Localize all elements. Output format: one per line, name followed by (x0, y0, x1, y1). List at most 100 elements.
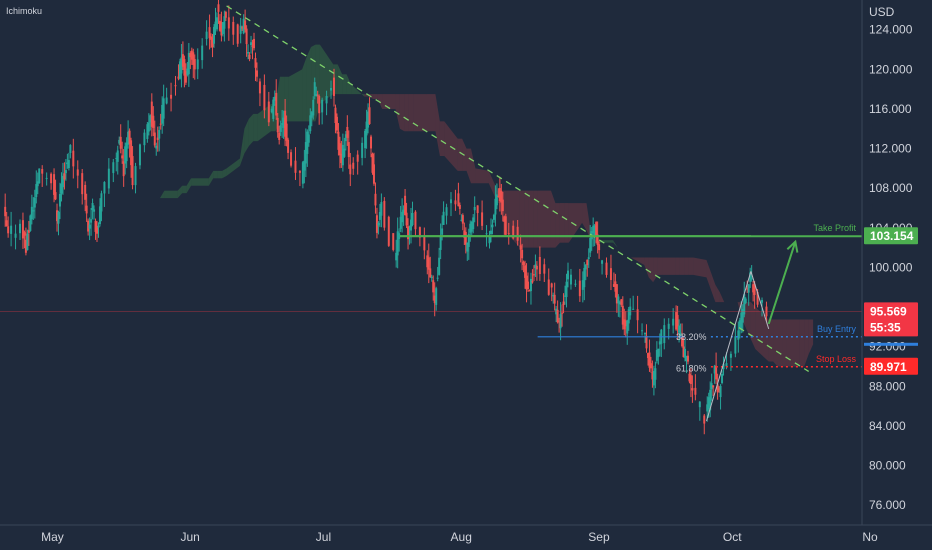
candle (352, 157, 355, 175)
cloud-segment (404, 94, 409, 132)
candle (620, 298, 623, 307)
candle (5, 211, 8, 227)
candles (4, 0, 768, 435)
candle (612, 272, 615, 287)
candle (30, 194, 33, 225)
candle (174, 75, 177, 96)
price-badges: 103.154 95.569 55:35 89.971 (864, 227, 918, 375)
candle (316, 90, 319, 104)
candle (170, 82, 173, 112)
candle (76, 160, 79, 189)
candle (722, 356, 725, 376)
cloud-segment (777, 319, 783, 367)
cloud-segment (773, 319, 778, 367)
cloud-segment (431, 94, 436, 132)
candle (183, 55, 186, 88)
candle (84, 181, 87, 212)
candle (645, 324, 648, 353)
candle (115, 152, 118, 172)
candle (578, 268, 581, 302)
candle (712, 385, 715, 396)
cloud-segment (693, 257, 707, 278)
candle (189, 51, 192, 70)
candle (23, 230, 26, 249)
candle (57, 210, 60, 236)
candle (601, 259, 604, 275)
candle (569, 268, 572, 290)
candle (527, 272, 530, 292)
candle (178, 58, 181, 80)
candle (752, 281, 755, 302)
candle (107, 158, 110, 194)
candle (538, 246, 541, 281)
candle (584, 263, 587, 281)
cloud-segment (413, 94, 427, 132)
candle (615, 284, 618, 313)
cloud-segment (177, 185, 183, 199)
candle (201, 38, 204, 69)
projection-arrow[interactable] (767, 239, 799, 325)
cloud-segment (475, 168, 489, 184)
candle (436, 266, 439, 282)
candle (64, 159, 67, 181)
candle (581, 271, 584, 303)
candle (186, 61, 189, 77)
candle (565, 273, 568, 308)
cloud-segment (435, 94, 440, 157)
candle (435, 286, 438, 311)
candle (7, 216, 10, 238)
candle (657, 348, 660, 365)
candle (122, 149, 125, 187)
candle (377, 221, 380, 235)
cloud-segment (630, 257, 645, 265)
candle (344, 131, 347, 151)
candle (684, 339, 687, 362)
x-axis[interactable]: May Jun Jul Aug Sep Oct No (41, 530, 878, 544)
cloud-segment (466, 148, 471, 184)
candle (85, 193, 88, 222)
cloud-segment (684, 257, 689, 275)
annotations: Take Profit Buy Entry Stop Loss 38.20% 61.80… (0, 5, 862, 422)
candle (365, 109, 368, 149)
candle (181, 41, 184, 70)
x-tick-label: Sep (588, 530, 610, 544)
candle (595, 221, 598, 244)
candle (626, 319, 629, 345)
candle (32, 197, 35, 220)
candle (519, 234, 522, 263)
candle (184, 63, 187, 86)
candle (26, 229, 29, 251)
candle (232, 16, 235, 45)
candle (629, 298, 632, 320)
candle (472, 214, 475, 234)
candle (18, 219, 21, 241)
candle (429, 256, 432, 278)
candle (747, 283, 750, 306)
candle (227, 5, 230, 41)
cloud-segment (302, 56, 307, 122)
x-tick-label: May (41, 530, 64, 544)
candle (72, 138, 75, 179)
candle (525, 263, 528, 303)
candle (507, 222, 510, 245)
candle (87, 218, 90, 236)
cloud-segment (768, 319, 774, 362)
cloud-segment (648, 257, 654, 283)
y-axis[interactable]: 124.000120.000116.000112.000108.000104.0… (869, 23, 913, 512)
cloud-segment (408, 94, 414, 132)
cloud-segment (248, 113, 254, 147)
candle (287, 137, 290, 160)
candle (682, 336, 685, 358)
candle (98, 198, 101, 227)
candle (93, 205, 96, 220)
cloud-segment (519, 190, 525, 248)
descending-trendline[interactable] (226, 5, 810, 373)
cloud-segment (799, 319, 805, 367)
fib-level-label: 61.80% (676, 363, 707, 373)
cloud-segment (528, 190, 534, 248)
candle (433, 282, 436, 317)
candle (646, 352, 649, 366)
candle (247, 44, 250, 60)
candle (494, 185, 497, 227)
